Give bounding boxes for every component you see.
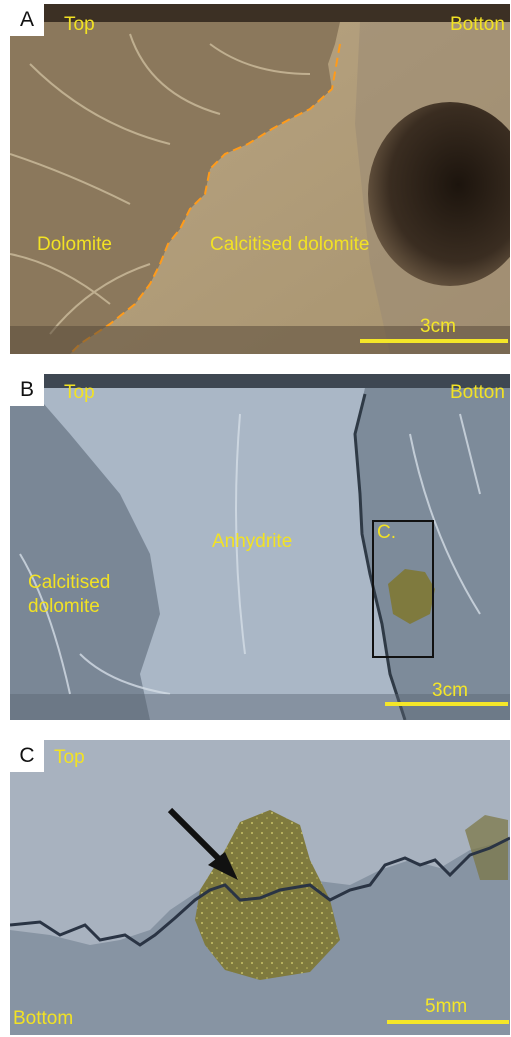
panel-c-letter: C (10, 740, 44, 772)
panel-a-scale-bar (360, 339, 508, 343)
panel-b-bottom-label: Botton (450, 382, 505, 403)
panel-b-scale-label: 3cm (432, 680, 468, 701)
calcitised-dolomite-label: Calcitised dolomite (210, 234, 370, 255)
panel-a-scale-label: 3cm (420, 316, 456, 337)
panel-a-top-label: Top (64, 14, 95, 35)
inset-box-outline (372, 520, 434, 658)
arrow-pointer-icon (167, 807, 238, 880)
panel-c: C Top Bottom 5mm (10, 740, 510, 1035)
core-photo-c (10, 740, 510, 1035)
panel-b-scale-bar (385, 702, 508, 706)
dolomite-label: Dolomite (37, 234, 112, 255)
dolomite-label-line2: dolomite (28, 596, 100, 617)
panel-c-scale-label: 5mm (425, 996, 468, 1017)
inset-box-label: C. (377, 522, 396, 543)
calcitised-label-line1: Calcitised (28, 572, 111, 593)
panel-c-bottom-label: Bottom (13, 1008, 74, 1029)
panel-b: B Top Botton Calcitised dolomite Anhydri… (10, 374, 510, 720)
panel-a-bottom-label: Botton (450, 14, 505, 35)
panel-a: A Top Botton Dolomite Calcitised dolomit… (10, 4, 510, 354)
panel-b-letter: B (10, 374, 44, 406)
panel-b-top-label: Top (64, 382, 95, 403)
anhydrite-label: Anhydrite (212, 531, 293, 552)
panel-c-scale-bar (387, 1020, 509, 1024)
core-photo-b (10, 374, 510, 720)
panel-a-letter: A (10, 4, 44, 36)
panel-c-top-label: Top (54, 747, 85, 768)
core-photo-a (10, 4, 510, 354)
